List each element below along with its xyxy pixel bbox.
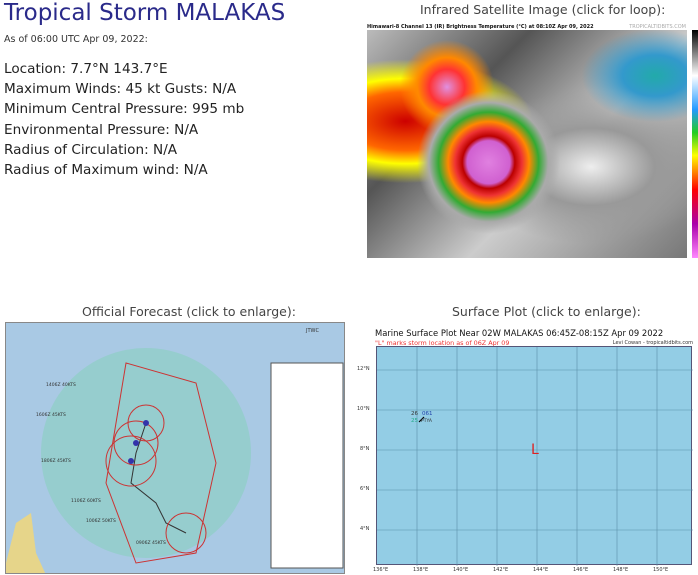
forecast-map — [6, 348, 344, 573]
obs-dew: 25 — [411, 418, 418, 424]
location: Location: 7.7°N 143.7°E — [4, 61, 168, 77]
forecast-caption: Official Forecast (click to enlarge): — [82, 304, 296, 319]
forecast-label: 1406Z 40KTS — [46, 383, 76, 388]
forecast-map-link[interactable]: 1406Z 40KTS 1606Z 45KTS 1806Z 45KTS 1106… — [5, 322, 345, 574]
lon-tick: 142°E — [493, 567, 509, 573]
lon-tick: 144°E — [533, 567, 549, 573]
radius-circulation: Radius of Circulation: N/A — [4, 141, 178, 158]
satellite-credit: TROPICALTIDBITS.COM — [629, 24, 686, 30]
lon-tick: 148°E — [613, 567, 629, 573]
lat-tick: 10°N — [357, 406, 370, 412]
satellite-header: Himawari-8 Channel 13 (IR) Brightness Te… — [367, 24, 594, 30]
obs-station: PTYA — [421, 419, 432, 424]
lat-tick: 8°N — [360, 446, 370, 452]
forecast-label: 1806Z 45KTS — [41, 459, 71, 464]
satellite-caption: Infrared Satellite Image (click for loop… — [420, 2, 666, 17]
as-of-time: As of 06:00 UTC Apr 09, 2022: — [4, 34, 148, 45]
obs-pressure: 061 — [422, 411, 433, 417]
radius-max-wind: Radius of Maximum wind: N/A — [4, 162, 208, 179]
forecast-label: 1606Z 45KTS — [36, 413, 66, 418]
surface-caption: Surface Plot (click to enlarge): — [452, 304, 641, 319]
surface-header: Marine Surface Plot Near 02W MALAKAS 06:… — [375, 328, 664, 338]
forecast-label: 1106Z 60KTS — [71, 499, 101, 504]
forecast-label: 0906Z 45KTS — [136, 541, 166, 546]
surface-credit: Levi Cowan - tropicaltidbits.com — [612, 340, 693, 346]
surface-subheader: "L" marks storm location as of 06Z Apr 0… — [375, 339, 510, 347]
env-pressure: Environmental Pressure: N/A — [4, 121, 199, 138]
agency-label: JTWC — [306, 328, 319, 334]
lon-tick: 138°E — [413, 567, 429, 573]
color-scale — [692, 30, 698, 258]
max-winds: Maximum Winds: 45 kt Gusts: N/A — [4, 81, 237, 98]
min-pressure: Minimum Central Pressure: 995 mb — [4, 101, 245, 118]
lon-tick: 150°E — [653, 567, 669, 573]
satellite-image — [367, 30, 687, 258]
surface-map: 26 061 25 PTYA L — [376, 346, 693, 566]
lon-tick: 146°E — [573, 567, 589, 573]
lon-tick: 136°E — [373, 567, 389, 573]
obs-temp: 26 — [411, 411, 418, 417]
lon-tick: 140°E — [453, 567, 469, 573]
satellite-image-link[interactable]: Himawari-8 Channel 13 (IR) Brightness Te… — [355, 22, 698, 262]
storm-marker: L — [531, 442, 539, 458]
storm-info: Location: 7.7°N 143.7°E Maximum Winds: 4… — [4, 59, 244, 180]
lat-tick: 6°N — [360, 486, 370, 492]
storm-title: Tropical Storm MALAKAS — [4, 0, 286, 26]
lat-tick: 12°N — [357, 366, 370, 372]
surface-plot-link[interactable]: Marine Surface Plot Near 02W MALAKAS 06:… — [355, 322, 698, 575]
lat-tick: 4°N — [360, 526, 370, 532]
forecast-label: 1006Z 50KTS — [86, 519, 116, 524]
